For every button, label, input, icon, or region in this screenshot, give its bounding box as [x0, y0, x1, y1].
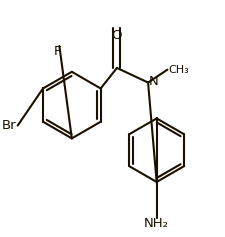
Text: NH₂: NH₂ — [144, 217, 169, 230]
Text: Br: Br — [2, 119, 17, 132]
Text: CH₃: CH₃ — [169, 65, 189, 75]
Text: F: F — [54, 45, 61, 58]
Text: O: O — [112, 29, 122, 42]
Text: N: N — [149, 75, 159, 88]
